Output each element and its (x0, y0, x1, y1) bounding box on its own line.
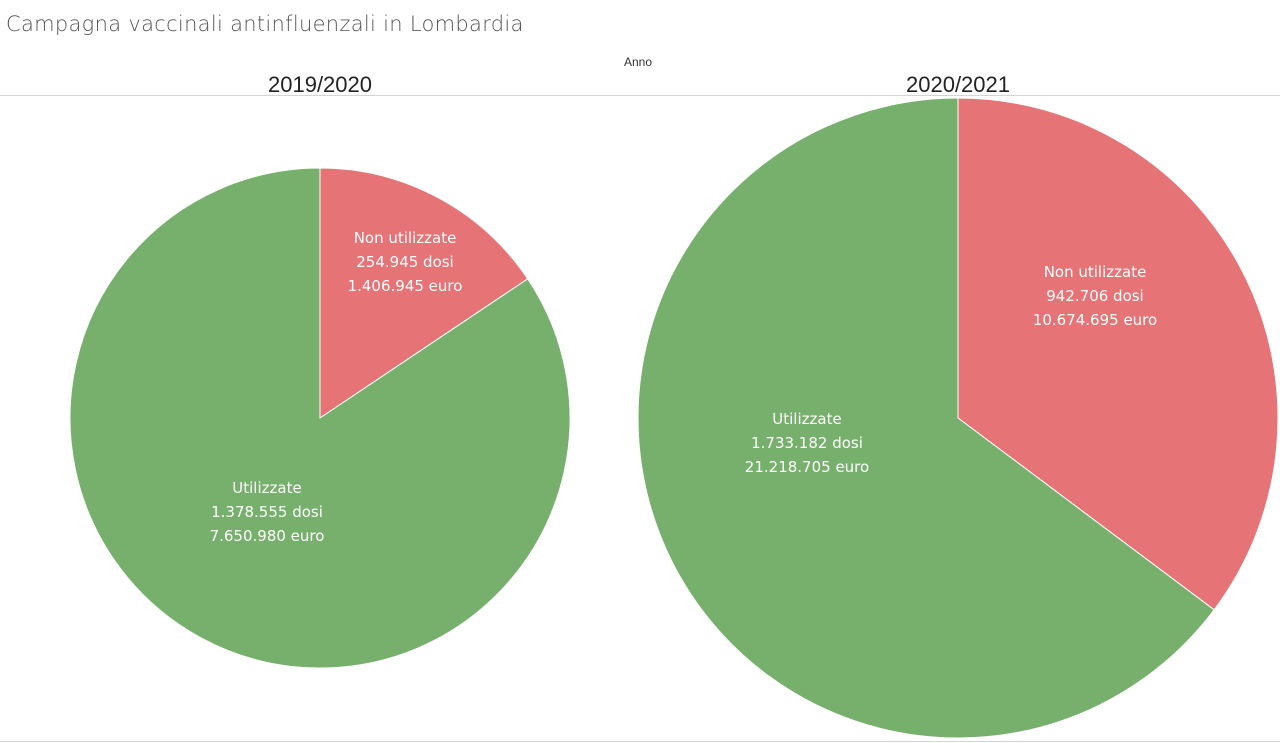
slice-label-line: Utilizzate (232, 479, 301, 497)
slice-label-utilizzate: Utilizzate 1.733.182 dosi 21.218.705 euro (745, 410, 869, 476)
pie-title: 2020/2021 (906, 72, 1010, 97)
slice-label-line: 7.650.980 euro (210, 527, 325, 545)
pie-title: 2019/2020 (268, 72, 372, 97)
slice-label-line: 21.218.705 euro (745, 458, 869, 476)
slice-label-line: Utilizzate (772, 410, 841, 428)
slice-label-line: 1.406.945 euro (348, 277, 463, 295)
slice-label-non-utilizzate: Non utilizzate 942.706 dosi 10.674.695 eur… (1033, 263, 1157, 329)
pie-slice-non-utilizzate[interactable] (957, 97, 1279, 611)
slice-label-line: 1.733.182 dosi (751, 434, 863, 452)
slice-label-line: Non utilizzate (1044, 263, 1147, 281)
pie-slice-non-utilizzate[interactable] (319, 167, 529, 419)
pie-slice-utilizzate[interactable] (637, 97, 1215, 739)
slice-label-non-utilizzate: Non utilizzate 254.945 dosi 1.406.945 euro (348, 229, 463, 295)
slice-label-line: 1.378.555 dosi (211, 503, 323, 521)
slice-label-line: Non utilizzate (354, 229, 457, 247)
slice-label-line: 254.945 dosi (356, 253, 453, 271)
column-header: Anno (624, 55, 652, 69)
page-title: Campagna vaccinali antinfluenzali in Lom… (6, 12, 524, 36)
slice-label-line: 10.674.695 euro (1033, 311, 1157, 329)
slice-label-line: 942.706 dosi (1046, 287, 1143, 305)
pie-slice-utilizzate[interactable] (69, 167, 571, 669)
slice-label-utilizzate: Utilizzate 1.378.555 dosi 7.650.980 euro (210, 479, 325, 545)
